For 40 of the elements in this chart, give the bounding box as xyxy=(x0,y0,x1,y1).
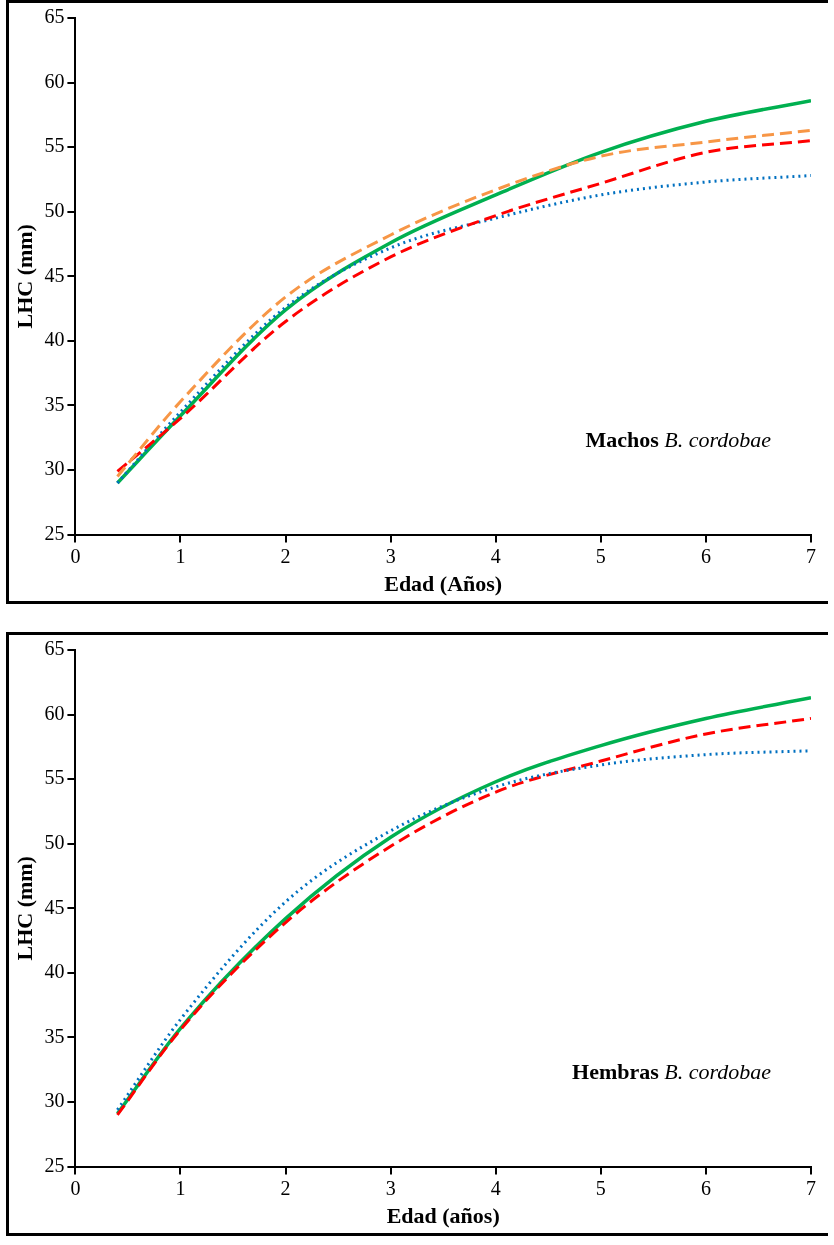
y-tick-label: 35 xyxy=(44,392,65,415)
x-tick-label: 5 xyxy=(595,1176,606,1199)
x-tick-label: 0 xyxy=(70,544,81,567)
x-tick-label: 6 xyxy=(700,544,711,567)
y-tick-label: 30 xyxy=(44,1089,65,1112)
x-axis-title: Edad (años) xyxy=(386,1203,500,1229)
x-tick-label: 4 xyxy=(490,544,501,567)
y-tick-label: 25 xyxy=(44,1153,65,1176)
y-tick-label: 45 xyxy=(44,263,65,286)
x-tick-label: 1 xyxy=(175,1176,186,1199)
x-tick-label: 0 xyxy=(70,1176,81,1199)
y-tick-label: 45 xyxy=(44,895,65,918)
x-tick-label: 7 xyxy=(806,544,816,567)
y-tick-label: 30 xyxy=(44,457,65,480)
x-tick-label: 2 xyxy=(280,1176,291,1199)
x-tick-label: 3 xyxy=(385,544,396,567)
y-tick-label: 35 xyxy=(44,1024,65,1047)
x-tick-label: 6 xyxy=(700,1176,711,1199)
x-tick-label: 4 xyxy=(490,1176,501,1199)
y-axis-title: LHC (mm) xyxy=(11,856,37,961)
y-tick-label: 65 xyxy=(44,5,65,28)
x-tick-label: 7 xyxy=(806,1176,816,1199)
y-tick-label: 50 xyxy=(44,830,65,853)
y-tick-label: 65 xyxy=(44,637,65,660)
annotation: Machos B. cordobae xyxy=(585,426,772,452)
y-tick-label: 55 xyxy=(44,766,65,789)
x-tick-label: 5 xyxy=(595,544,606,567)
x-tick-label: 2 xyxy=(280,544,291,567)
y-tick-label: 60 xyxy=(44,69,65,92)
y-tick-label: 40 xyxy=(44,960,65,983)
y-tick-label: 60 xyxy=(44,701,65,724)
y-tick-label: 55 xyxy=(44,134,65,157)
x-axis-title: Edad (Años) xyxy=(384,571,503,597)
x-tick-label: 3 xyxy=(385,1176,396,1199)
annotation: Hembras B. cordobae xyxy=(572,1058,772,1084)
y-axis-title: LHC (mm) xyxy=(11,224,37,329)
y-tick-label: 50 xyxy=(44,198,65,221)
y-tick-label: 40 xyxy=(44,328,65,351)
x-tick-label: 1 xyxy=(175,544,186,567)
y-tick-label: 25 xyxy=(44,521,65,544)
